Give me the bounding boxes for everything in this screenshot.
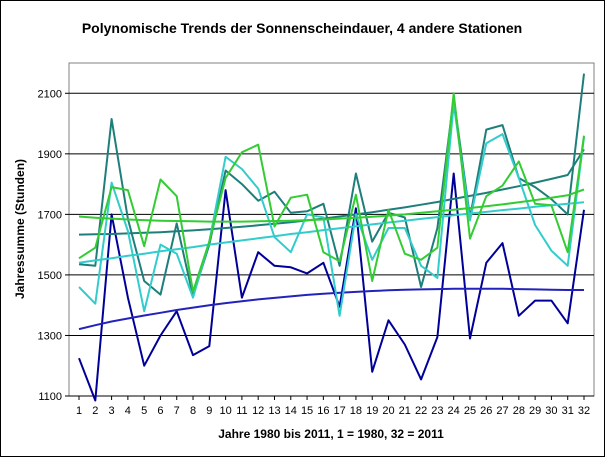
x-tick-label: 21 [399,405,411,417]
x-tick-label: 6 [157,405,163,417]
series-line-0 [78,172,585,402]
x-axis-label: Jahre 1980 bis 2011, 1 = 1980, 32 = 2011 [218,427,444,441]
y-tick-label: 1100 [38,391,62,403]
x-tick-label: 5 [141,405,147,417]
x-tick-label: 8 [190,405,196,417]
y-tick-label: 2100 [38,88,62,100]
x-tick-label: 17 [334,405,346,417]
x-tick-label: 7 [174,405,180,417]
x-tick-label: 23 [431,405,443,417]
series-line-2 [78,73,585,298]
x-tick-label: 19 [366,405,378,417]
x-tick-label: 27 [496,405,508,417]
x-tick-label: 20 [382,405,394,417]
series-line-6 [78,92,585,293]
x-tick-label: 32 [578,405,590,417]
x-tick-label: 25 [464,405,476,417]
grid-lines [69,92,594,397]
trend-line-1 [78,287,584,331]
x-tick-label: 18 [350,405,362,417]
x-tick-label: 24 [448,405,460,417]
x-tick-label: 11 [236,405,247,417]
x-tick-label: 10 [219,405,231,417]
x-tick-label: 26 [480,405,492,417]
x-tick-label: 3 [109,405,115,417]
y-axis-label: Jahressumme (Stunden) [13,159,27,299]
x-tick-label: 30 [545,405,557,417]
y-axis-ticks: 1100 1300 1500 1700 1900 2100 [38,88,69,403]
x-tick-label: 1 [76,405,82,417]
y-tick-label: 1300 [38,330,62,342]
x-tick-label: 4 [125,405,131,417]
x-tick-label: 16 [317,405,329,417]
y-tick-label: 1700 [38,209,62,221]
trend-line-3 [78,148,585,236]
x-tick-label: 22 [415,405,427,417]
trend-line-7 [78,188,585,223]
series-lines [78,73,585,402]
x-tick-label: 29 [529,405,541,417]
x-axis-ticks: 1 2 3 4 5 6 7 8 9 10 11 12 13 14 15 16 17 18 19 20 21 22 23 24 2… [76,396,590,417]
x-tick-label: 28 [513,405,525,417]
trend-line-5 [78,201,585,264]
y-tick-label: 1500 [38,270,62,282]
x-tick-label: 14 [285,405,297,417]
series-line-4 [78,102,585,317]
x-tick-label: 9 [206,405,212,417]
chart-title: Polynomische Trends der Sonnenscheindaue… [82,20,522,36]
x-tick-label: 2 [92,405,98,417]
y-tick-label: 1900 [38,149,62,161]
x-tick-label: 31 [562,405,574,417]
x-tick-label: 13 [268,405,280,417]
x-tick-label: 15 [301,405,313,417]
x-tick-label: 12 [252,405,264,417]
